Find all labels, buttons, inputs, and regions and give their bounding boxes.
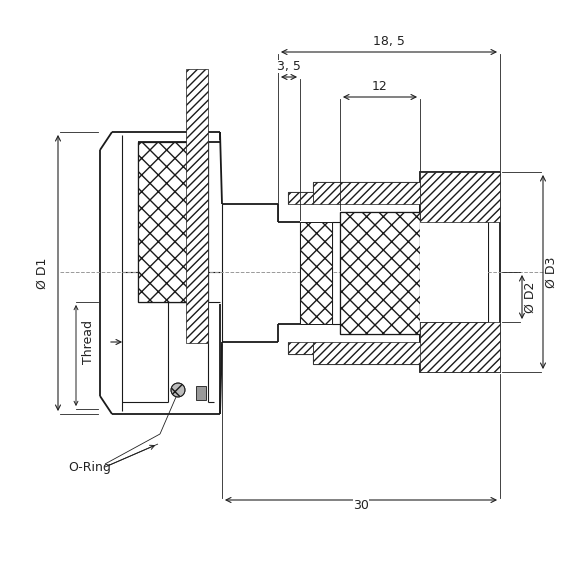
Bar [313,342,500,364]
Bar [222,204,420,342]
Text: Thread: Thread [81,320,94,364]
Bar [100,132,225,414]
Text: 3, 5: 3, 5 [277,60,301,73]
Bar [420,322,500,372]
Text: Ø D1: Ø D1 [36,257,49,289]
Text: 30: 30 [353,499,369,512]
Circle shape [171,383,185,397]
Text: Ø D3: Ø D3 [545,256,558,288]
Bar [138,142,208,302]
Text: 12: 12 [372,80,388,93]
Bar [186,69,208,343]
Bar [288,192,313,204]
Bar [313,182,500,204]
Bar [420,172,500,222]
Bar [288,342,313,354]
Bar [420,222,488,322]
Text: O-Ring: O-Ring [68,460,111,474]
Bar [420,172,500,372]
Text: Ø D2: Ø D2 [524,281,537,313]
Bar [340,212,420,334]
Bar [196,386,206,400]
Text: 18, 5: 18, 5 [373,35,405,48]
Bar [300,222,332,324]
